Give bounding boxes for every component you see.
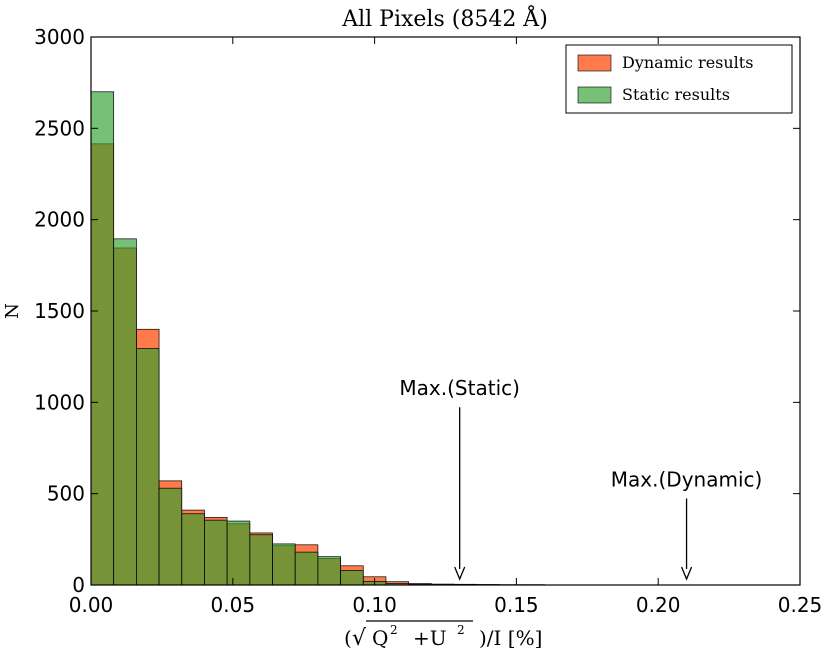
x-label-plus-u: +U — [413, 626, 447, 650]
x-tick-label: 0.10 — [352, 593, 397, 617]
chart-title: All Pixels (8542 Å) — [341, 4, 548, 32]
y-tick-label: 1000 — [34, 390, 85, 414]
annotation-arrow-head — [680, 566, 693, 581]
annotation-label: Max.(Static) — [399, 376, 520, 400]
bar-static-7 — [249, 534, 273, 586]
y-tick-label: 0 — [72, 573, 85, 597]
x-tick-label: 0.15 — [494, 593, 539, 617]
legend-label-dynamic: Dynamic results — [622, 53, 753, 72]
x-tick-label: 0.05 — [211, 593, 256, 617]
x-label-exp2: 2 — [457, 623, 465, 637]
x-axis-ticks: 0.00 0.05 0.10 0.15 0.20 0.25 — [69, 37, 823, 617]
bar-static-1 — [113, 238, 137, 586]
bar-static-2 — [136, 348, 160, 586]
bar-static-3 — [158, 487, 183, 586]
annotation-label: Max.(Dynamic) — [611, 468, 763, 492]
legend-swatch-static — [577, 86, 612, 104]
annotations: Max.(Static) Max.(Dynamic) — [399, 376, 763, 581]
y-tick-label: 500 — [47, 482, 85, 506]
bar-static-6 — [226, 520, 251, 586]
x-tick-label: 0.20 — [636, 593, 681, 617]
y-tick-label: 2500 — [34, 116, 85, 140]
x-tick-label: 0.25 — [778, 593, 823, 617]
bar-static-9 — [294, 551, 319, 586]
x-label-open: ( — [344, 626, 352, 650]
y-tick-label: 2000 — [34, 208, 85, 232]
x-label-close: )/I [%] — [479, 626, 542, 650]
series-static-bars — [90, 91, 455, 586]
x-tick-label: 0.00 — [69, 593, 114, 617]
annotation-arrow-head — [454, 566, 466, 581]
y-tick-label: 3000 — [34, 25, 85, 49]
y-axis-label: N — [2, 303, 23, 319]
bar-static-0 — [90, 91, 115, 586]
legend: Dynamic results Static results — [565, 44, 793, 114]
legend-label-static: Static results — [622, 85, 730, 104]
bar-static-10 — [317, 556, 341, 586]
y-axis-ticks: 0 500 1000 1500 2000 2500 3000 — [34, 25, 800, 597]
bar-static-4 — [181, 513, 205, 586]
x-label-exp1: 2 — [390, 623, 398, 637]
x-label-radical: √ — [352, 626, 367, 651]
y-tick-label: 1500 — [34, 299, 85, 323]
plot-area — [91, 37, 800, 585]
bar-static-5 — [204, 519, 228, 586]
x-label-q: Q — [372, 626, 388, 650]
legend-swatch-dynamic — [577, 54, 612, 72]
x-axis-label: ( √ Q 2 +U 2 )/I [%] — [344, 620, 542, 651]
bar-static-8 — [272, 543, 296, 586]
bar-static-11 — [340, 570, 364, 586]
